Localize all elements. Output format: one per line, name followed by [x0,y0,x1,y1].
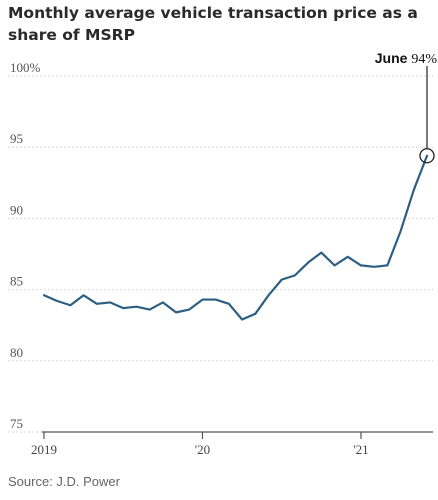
series-layer [42,154,429,321]
x-tick-label: '20 [195,442,210,457]
line-chart: 100% 95 90 85 80 75 2019 '20 '21 June 94% [8,50,438,457]
annotation-value: 94% [411,52,437,67]
annotation-month: June [375,50,412,66]
y-tick-labels: 100% 95 90 85 80 75 [10,60,41,431]
y-tick-label: 90 [10,202,23,217]
y-tick-label: 75 [10,416,23,431]
chart-title: Monthly average vehicle transaction pric… [8,4,418,44]
grid-lines [8,75,433,433]
annotation-marker [419,148,435,164]
y-tick-label: 85 [10,274,23,289]
y-tick-label: 80 [10,345,23,360]
y-tick-label: 100% [10,60,41,75]
y-tick-label: 95 [10,131,23,146]
june-annotation: June 94% [375,50,438,164]
source-note: Source: J.D. Power [8,474,120,489]
series-line [42,154,429,321]
annotation-label: June 94% [375,50,438,67]
x-tick-label: '21 [353,442,368,457]
x-tick-label: 2019 [31,442,57,457]
x-axis: 2019 '20 '21 [31,431,433,457]
